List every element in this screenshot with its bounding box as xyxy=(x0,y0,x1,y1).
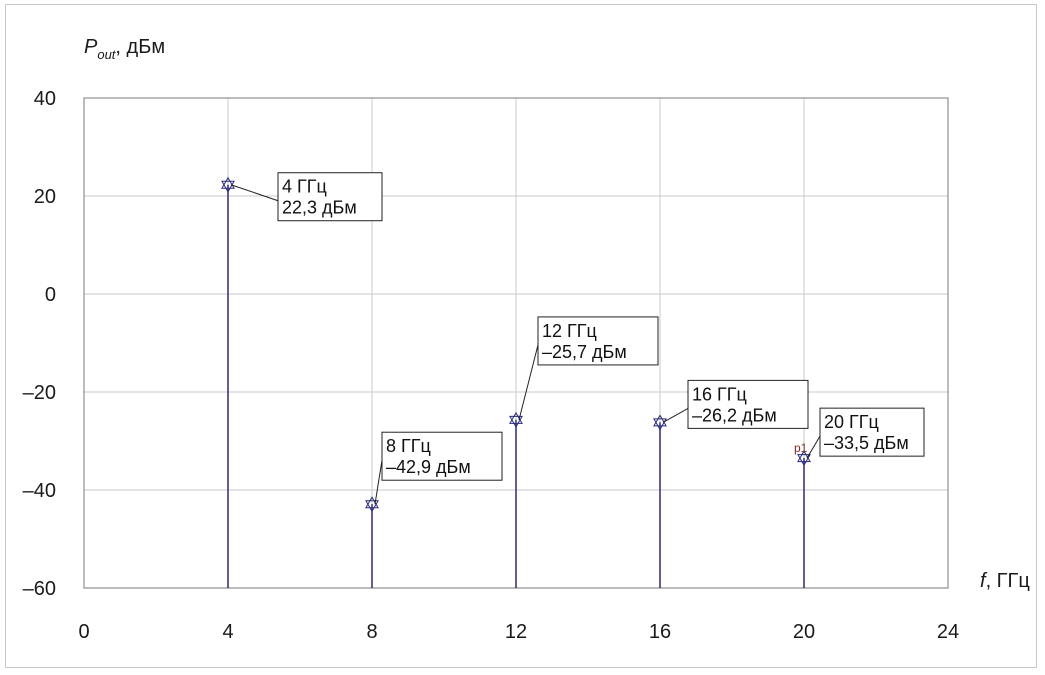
chart-frame xyxy=(5,4,1037,668)
marker-triangle-down xyxy=(365,500,379,513)
marker-triangle-up xyxy=(797,450,811,463)
annotation-box xyxy=(381,431,503,481)
annotation-frequency: 12 ГГц xyxy=(542,321,597,341)
y-axis-symbol: P xyxy=(84,36,98,58)
x-tick-label: 4 xyxy=(222,621,233,643)
x-tick-label: 12 xyxy=(505,621,527,643)
y-tick-labels: 40 20 0 –20 –40 –60 xyxy=(23,88,56,600)
annotation-leader xyxy=(518,344,539,421)
marker-triangle-down xyxy=(653,418,667,431)
y-tick-label: 40 xyxy=(34,88,56,110)
annotation-frequency: 16 ГГц xyxy=(692,384,747,404)
y-tick-label: –40 xyxy=(23,480,56,502)
annotation-box xyxy=(277,172,383,222)
x-tick-label: 8 xyxy=(366,621,377,643)
annotation-frequency: 20 ГГц xyxy=(824,412,879,432)
annotation-power: –25,7 дБм xyxy=(542,342,627,362)
x-axis-unit: , ГГц xyxy=(986,570,1030,592)
marker-tag: p1 xyxy=(794,441,808,455)
annotation-box xyxy=(537,316,659,366)
annotation-frequency: 4 ГГц xyxy=(282,177,327,197)
marker-triangle-down xyxy=(797,454,811,467)
annotation-power: –33,5 дБм xyxy=(824,433,909,453)
y-axis-title: Pout, дБм xyxy=(84,36,165,62)
x-axis-symbol: f xyxy=(980,570,988,592)
y-axis-unit: , дБм xyxy=(115,36,165,58)
y-axis-subscript: out xyxy=(97,47,116,62)
x-tick-labels: 0 4 8 12 16 20 24 xyxy=(78,621,959,643)
annotation-frequency: 8 ГГц xyxy=(386,436,431,456)
x-tick-label: 16 xyxy=(649,621,671,643)
annotation-leader xyxy=(230,184,279,202)
y-tick-label: –60 xyxy=(23,578,56,600)
x-tick-label: 20 xyxy=(793,621,815,643)
y-tick-label: 20 xyxy=(34,186,56,208)
x-tick-label: 24 xyxy=(937,621,959,643)
annotation-box xyxy=(687,379,809,429)
x-tick-label: 0 xyxy=(78,621,89,643)
annotation-leader xyxy=(806,435,821,459)
y-tick-label: 0 xyxy=(45,284,56,306)
annotation-leader xyxy=(374,460,383,505)
marker-triangle-down xyxy=(509,415,523,428)
marker-triangle-up xyxy=(653,414,667,427)
y-tick-label: –20 xyxy=(23,382,56,404)
marker-triangle-down xyxy=(221,180,235,193)
annotation-power: –42,9 дБм xyxy=(386,457,471,477)
stems xyxy=(221,176,811,588)
annotation-box xyxy=(819,407,925,457)
marker-triangle-up xyxy=(221,176,235,189)
annotation-leader xyxy=(662,407,689,423)
annotation-power: 22,3 дБм xyxy=(282,198,357,218)
annotation-power: –26,2 дБм xyxy=(692,405,777,425)
x-axis-title: f, ГГц xyxy=(980,570,1030,592)
